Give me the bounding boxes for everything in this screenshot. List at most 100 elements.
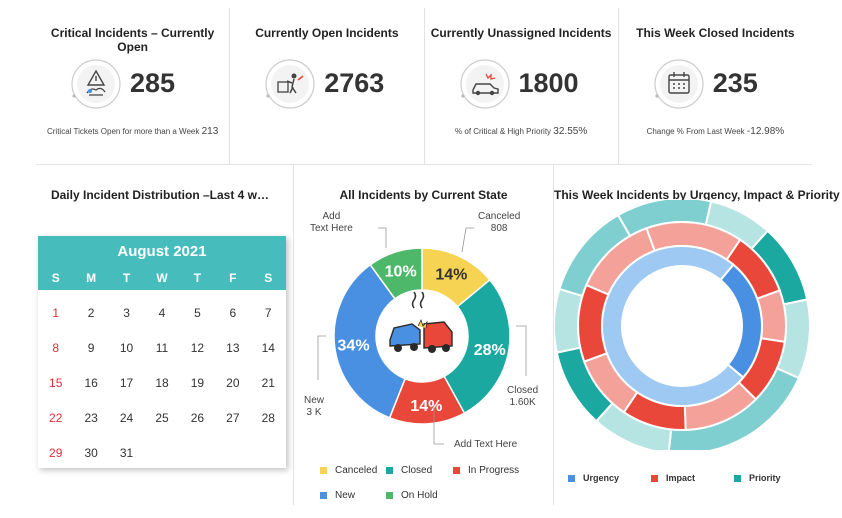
- calendar-day[interactable]: 28: [261, 411, 275, 425]
- kpi-value: 1800: [518, 68, 579, 98]
- legend-swatch: [568, 474, 575, 482]
- calendar-day[interactable]: 9: [87, 341, 95, 355]
- car-crash-icon: [459, 59, 510, 109]
- kpi-foot-value: -12.98%: [746, 126, 785, 137]
- state-slice-closed: [443, 278, 511, 415]
- calendar-day[interactable]: 30: [84, 446, 98, 460]
- calendar-day[interactable]: 11: [155, 341, 169, 355]
- calendar-day[interactable]: 18: [155, 376, 169, 390]
- calendar-day: [144, 436, 179, 471]
- urgency-impact-priority-chart: [554, 200, 811, 450]
- kpi-currently-open: Currently Open Incidents 2763: [230, 8, 425, 164]
- ring-segment-urgency: [601, 245, 745, 407]
- calendar-day[interactable]: 10: [119, 341, 134, 355]
- kpi-foot-label: Change % From Last Week: [646, 127, 745, 136]
- calendar-day[interactable]: 2: [87, 306, 95, 320]
- state-slice-label: 28%: [474, 342, 506, 359]
- state-slice-label: 14%: [410, 398, 442, 415]
- kpi-unassigned: Currently Unassigned Incidents 1800 % of…: [425, 8, 619, 164]
- warning-sign-icon: [71, 59, 121, 109]
- calendar-day[interactable]: 4: [158, 306, 166, 320]
- state-annotation-canceled: Canceled 808: [478, 211, 521, 234]
- kpi-foot: Change % From Last Week -12.98%: [619, 126, 812, 137]
- calendar-day[interactable]: 14: [261, 341, 275, 355]
- legend-item-canceled: Canceled: [320, 465, 377, 476]
- calendar-day[interactable]: 26: [190, 411, 205, 425]
- legend-item-priority: Priority: [734, 473, 781, 483]
- calendar-weekday: S: [51, 271, 60, 285]
- calendar-day[interactable]: 8: [52, 341, 60, 355]
- legend-swatch: [453, 467, 460, 474]
- calendar-day[interactable]: 27: [226, 411, 240, 425]
- kpi-value: 2763: [324, 68, 385, 98]
- legend-item-urgency: Urgency: [568, 473, 619, 483]
- state-slice-label: 14%: [435, 267, 467, 284]
- calendar-header: August 2021 S M T W T F S: [38, 236, 286, 290]
- calendar-day[interactable]: 15: [49, 376, 63, 390]
- legend-swatch: [651, 474, 658, 482]
- calendar-day[interactable]: 3: [123, 306, 130, 320]
- state-annotation-new: New 3 K: [304, 395, 325, 418]
- calendar-day[interactable]: 7: [264, 306, 272, 320]
- legend-item-in-progress: In Progress: [453, 465, 519, 476]
- calendar-day[interactable]: 23: [84, 411, 98, 425]
- legend-item-on-hold: On Hold: [386, 490, 438, 501]
- calendar-day[interactable]: 29: [49, 446, 63, 460]
- calendar-icon: [654, 59, 704, 109]
- legend-item-closed: Closed: [386, 465, 432, 476]
- legend-swatch: [320, 492, 327, 499]
- kpi-row: Critical Incidents – Currently Open 285 …: [36, 8, 812, 164]
- calendar-day: [251, 436, 286, 471]
- kpi-title: Critical Incidents – Currently Open: [50, 26, 215, 54]
- state-slice-new: [333, 263, 407, 419]
- calendar-day[interactable]: 19: [190, 376, 205, 390]
- kpi-value: 235: [712, 68, 758, 98]
- calendar-day[interactable]: 22: [49, 411, 63, 425]
- divider: [36, 164, 812, 165]
- kpi-foot: % of Critical & High Priority 32.55%: [425, 126, 618, 137]
- calendar-weekday: W: [156, 271, 168, 285]
- state-annotation-add-text: Add Text Here: [310, 211, 353, 234]
- legend-swatch: [386, 467, 393, 474]
- worker-repair-icon: [265, 59, 315, 109]
- state-chart-title: All Incidents by Current State: [339, 188, 508, 202]
- calendar-month: August 2021: [117, 243, 207, 260]
- kpi-title: Currently Open Incidents: [255, 26, 399, 40]
- legend-swatch: [734, 474, 741, 482]
- state-annotation-add-text-bottom: Add Text Here: [454, 439, 518, 450]
- kpi-value: 285: [130, 68, 176, 98]
- calendar-weekday: T: [122, 271, 131, 285]
- state-slice-on-hold: [369, 247, 423, 300]
- calendar-day[interactable]: 13: [226, 341, 240, 355]
- calendar-days: 1 2 3 4 5 6 7 8 9 10 11 12 13 14 15 16 17 18 19 20 21 22 23 24 2…: [38, 296, 286, 471]
- calendar-day[interactable]: 31: [119, 446, 134, 460]
- kpi-foot-label: Critical Tickets Open for more than a We…: [46, 127, 200, 136]
- calendar-day[interactable]: 17: [119, 376, 134, 390]
- calendar-day[interactable]: 5: [194, 306, 201, 320]
- calendar-weekday: F: [229, 271, 237, 285]
- calendar-day[interactable]: 12: [190, 341, 205, 355]
- urgency-chart-title: This Week Incidents by Urgency, Impact &…: [554, 188, 840, 202]
- kpi-title: Currently Unassigned Incidents: [430, 26, 612, 40]
- kpi-foot: Critical Tickets Open for more than a We…: [36, 126, 229, 137]
- kpi-foot-value: 32.55%: [553, 126, 588, 137]
- divider: [293, 165, 294, 505]
- calendar-day[interactable]: 16: [84, 376, 98, 390]
- kpi-foot-label: % of Critical & High Priority: [455, 127, 552, 136]
- state-donut-chart: 14% 28% 14% 34% 10%: [317, 227, 527, 445]
- legend-swatch: [386, 492, 393, 499]
- calendar-day[interactable]: 25: [155, 411, 169, 425]
- calendar-weekday: M: [86, 271, 97, 285]
- calendar-day[interactable]: 1: [52, 306, 60, 320]
- calendar-day[interactable]: 21: [261, 376, 275, 390]
- state-annotation-closed: Closed 1.60K: [507, 385, 539, 408]
- state-slice-label: 34%: [338, 338, 370, 355]
- kpi-foot-value: 213: [201, 126, 219, 137]
- calendar-day[interactable]: 24: [119, 411, 134, 425]
- calendar-panel-title: Daily Incident Distribution –Last 4 w…: [50, 188, 270, 202]
- kpi-week-closed: This Week Closed Incidents 235 Change % …: [619, 8, 812, 164]
- calendar-day[interactable]: 6: [229, 306, 237, 320]
- calendar-day[interactable]: 20: [226, 376, 240, 390]
